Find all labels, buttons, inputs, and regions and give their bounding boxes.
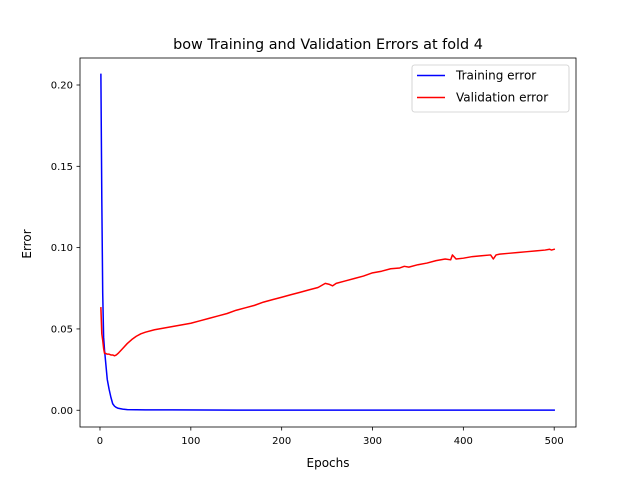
x-axis-label: Epochs bbox=[307, 456, 350, 470]
x-tick-label: 400 bbox=[454, 436, 473, 447]
chart-title: bow Training and Validation Errors at fo… bbox=[173, 37, 483, 53]
x-axis: 0 100 200 300 400 500 bbox=[97, 427, 564, 447]
y-tick-label: 0.10 bbox=[51, 243, 73, 254]
legend-label-validation: Validation error bbox=[456, 91, 548, 105]
y-tick-label: 0.00 bbox=[51, 406, 73, 417]
y-axis-label: Error bbox=[20, 229, 34, 258]
legend-label-training: Training error bbox=[455, 69, 536, 83]
series-layer bbox=[100, 73, 556, 411]
y-axis: 0.00 0.05 0.10 0.15 0.20 bbox=[51, 81, 80, 417]
axes-frame bbox=[79, 57, 577, 428]
x-tick-label: 0 bbox=[97, 436, 103, 447]
legend-box bbox=[411, 64, 570, 113]
x-tick-label: 100 bbox=[181, 436, 200, 447]
y-tick-label: 0.05 bbox=[51, 325, 73, 336]
series-line-training bbox=[100, 73, 555, 411]
y-tick-label: 0.15 bbox=[51, 162, 73, 173]
legend: Training error Validation error bbox=[411, 64, 570, 113]
x-tick-label: 200 bbox=[272, 436, 291, 447]
series-line-validation bbox=[100, 248, 556, 357]
y-tick-label: 0.20 bbox=[51, 81, 73, 92]
plot-area bbox=[79, 57, 577, 428]
x-tick-label: 500 bbox=[545, 436, 564, 447]
x-tick-label: 300 bbox=[363, 436, 382, 447]
